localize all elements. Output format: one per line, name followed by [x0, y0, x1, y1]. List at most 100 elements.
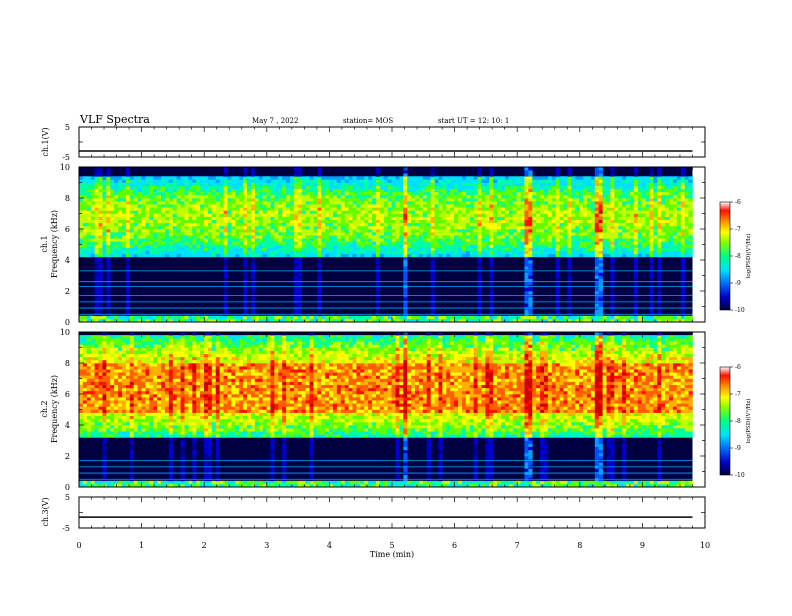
spectrogram-cell — [282, 248, 286, 251]
spectrogram-cell — [513, 189, 517, 192]
spectrogram-cell — [583, 238, 587, 241]
spectrogram-cell — [130, 192, 134, 195]
spectrogram-cell — [587, 316, 591, 319]
spectrogram-cell — [153, 254, 157, 257]
spectrogram-cell — [235, 183, 239, 186]
spectrogram-cell — [204, 176, 208, 179]
spectrogram-cell — [134, 179, 138, 182]
spectrogram-cell — [396, 232, 400, 235]
spectrogram-cell — [614, 198, 618, 201]
spectrogram-cell — [564, 207, 568, 210]
spectrogram-cell — [333, 241, 337, 244]
spectrogram-cell — [419, 179, 423, 182]
spectrogram-cell — [118, 186, 122, 189]
spectrogram-cell — [106, 248, 110, 251]
spectrogram-cell — [446, 192, 450, 195]
spectrogram-cell — [134, 248, 138, 251]
spectrogram-cell — [603, 183, 607, 186]
spectrogram-cell — [235, 251, 239, 254]
spectrogram-cell — [227, 316, 231, 319]
spectrogram-cell — [396, 238, 400, 241]
spectrogram-cell — [188, 229, 192, 232]
spectrogram-cell — [376, 220, 380, 223]
spectrogram-cell — [99, 232, 103, 235]
spectrogram-cell — [556, 226, 560, 229]
spectrogram-cell — [454, 238, 458, 241]
spectrogram-cell — [575, 214, 579, 217]
spectrogram-cell — [126, 198, 130, 201]
spectrogram-cell — [216, 238, 220, 241]
spectrogram-cell — [188, 195, 192, 198]
spectrogram-cell — [649, 210, 653, 213]
spectrogram-cell — [564, 226, 568, 229]
spectrogram-cell — [610, 254, 614, 257]
spectrogram-cell — [567, 192, 571, 195]
spectrogram-cell — [310, 248, 314, 251]
spectrogram-cell — [102, 210, 106, 213]
spectrogram-cell — [239, 254, 243, 257]
spectrogram-cell — [575, 179, 579, 182]
spectrogram-cell — [607, 192, 611, 195]
spectrogram-cell — [509, 192, 513, 195]
spectrogram-cell — [106, 204, 110, 207]
spectrogram-cell — [501, 241, 505, 244]
spectrogram-cell — [286, 207, 290, 210]
spectrogram-cell — [423, 210, 427, 213]
spectrogram-cell — [208, 245, 212, 248]
spectrogram-cell — [231, 201, 235, 204]
spectrogram-cell — [138, 176, 142, 179]
spectrogram-cell — [610, 288, 614, 291]
spectrogram-cell — [524, 217, 528, 220]
spectrogram-cell — [560, 179, 564, 182]
spectrogram-cell — [87, 207, 91, 210]
spectrogram-cell — [470, 316, 474, 319]
spectrogram-cell — [130, 201, 134, 204]
spectrogram-cell — [142, 207, 146, 210]
spectrogram-cell — [149, 254, 153, 257]
spectrogram-cell — [259, 198, 263, 201]
spectrogram-cell — [177, 217, 181, 220]
spectrogram-cell — [259, 201, 263, 204]
spectrogram-cell — [235, 198, 239, 201]
spectrogram-cell — [575, 223, 579, 226]
spectrogram-cell — [317, 251, 321, 254]
spectrogram-cell — [247, 192, 251, 195]
spectrogram-cell — [521, 223, 525, 226]
spectrogram-cell — [126, 297, 130, 300]
spectrogram-cell — [118, 254, 122, 257]
spectrogram-cell — [106, 254, 110, 257]
spectrogram-cell — [157, 201, 161, 204]
spectrogram-cell — [513, 195, 517, 198]
spectrogram-cell — [333, 195, 337, 198]
spectrogram-cell — [524, 235, 528, 238]
spectrogram-cell — [497, 201, 501, 204]
spectrogram-cell — [603, 248, 607, 251]
spectrogram-cell — [290, 186, 294, 189]
spectrogram-cell — [478, 223, 482, 226]
spectrogram-cell — [321, 210, 325, 213]
spectrogram-cell — [231, 235, 235, 238]
spectrogram-cell — [657, 189, 661, 192]
spectrogram-cell — [87, 248, 91, 251]
spectrogram-cell — [532, 207, 536, 210]
spectrogram-cell — [310, 195, 314, 198]
spectrogram-cell — [310, 220, 314, 223]
spectrogram-cell — [110, 204, 114, 207]
spectrogram-cell — [192, 235, 196, 238]
spectrogram-cell — [567, 263, 571, 266]
spectrogram-cell — [251, 291, 255, 294]
spectrogram-cell — [532, 217, 536, 220]
spectrogram-cell — [634, 173, 638, 176]
spectrogram-cell — [110, 192, 114, 195]
spectrogram-cell — [392, 214, 396, 217]
spectrogram-cell — [583, 183, 587, 186]
spectrogram-cell — [95, 303, 99, 306]
spectrogram-cell — [603, 229, 607, 232]
spectrogram-cell — [649, 173, 653, 176]
spectrogram-cell — [399, 183, 403, 186]
spectrogram-cell — [356, 183, 360, 186]
spectrogram-cell — [153, 195, 157, 198]
spectrogram-cell — [591, 254, 595, 257]
spectrogram-cell — [509, 316, 513, 319]
spectrogram-cell — [435, 207, 439, 210]
